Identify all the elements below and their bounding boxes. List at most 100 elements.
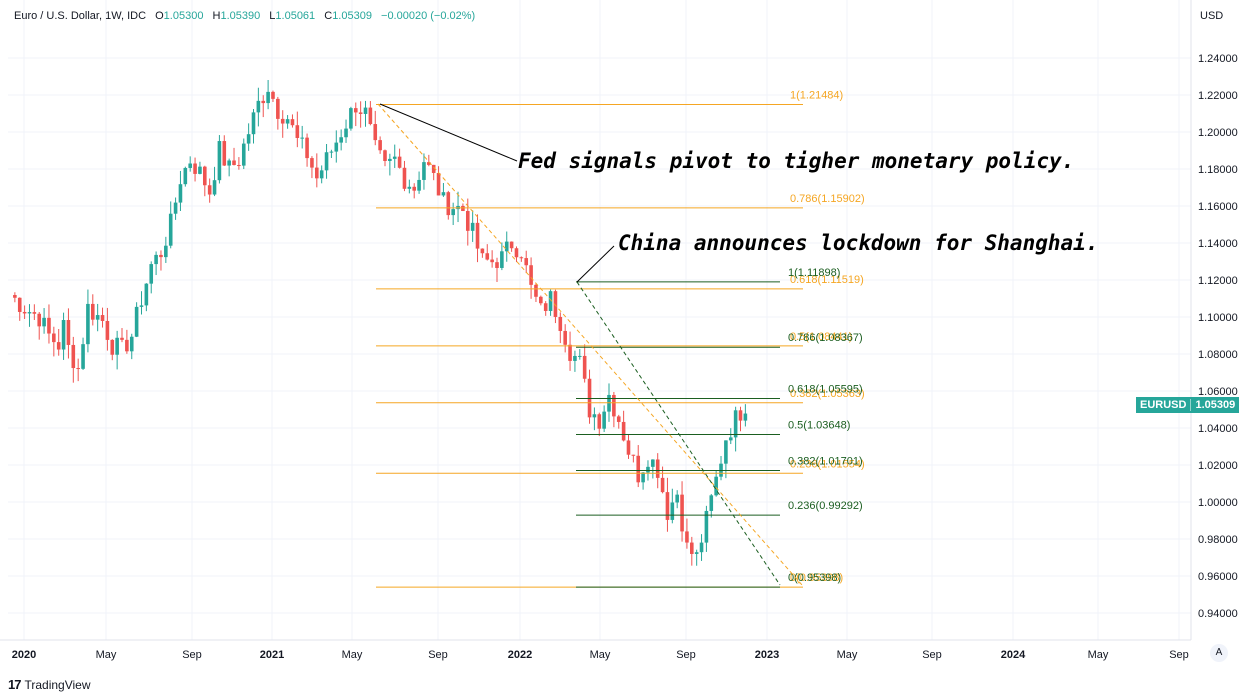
candle-body bbox=[724, 440, 728, 464]
last-price-tag: EURUSD 1.05309 bbox=[1136, 397, 1240, 413]
candle-body bbox=[451, 209, 455, 216]
candle-body bbox=[646, 466, 650, 473]
tradingview-brand[interactable]: 17 TradingView bbox=[8, 677, 91, 692]
y-tick-label: 1.02000 bbox=[1198, 460, 1238, 472]
candle-body bbox=[529, 265, 533, 285]
candle-body bbox=[358, 112, 363, 114]
candle-body bbox=[422, 162, 426, 180]
fib-green-level-label: 0.786(1.08367) bbox=[788, 332, 863, 344]
candles bbox=[13, 80, 748, 566]
annotation-china: China announces lockdown for Shanghai. bbox=[618, 231, 1098, 255]
x-tick-label: May bbox=[1088, 649, 1109, 661]
candle-body bbox=[95, 315, 100, 320]
candle-body bbox=[125, 339, 129, 352]
y-tick-label: 1.04000 bbox=[1198, 423, 1238, 435]
candle-body bbox=[222, 141, 227, 166]
candle-body bbox=[324, 152, 329, 171]
candle-body bbox=[251, 112, 256, 135]
high-label: H bbox=[212, 10, 221, 22]
open-label: O bbox=[155, 10, 164, 22]
candle-body bbox=[475, 222, 480, 249]
y-tick-label: 1.06000 bbox=[1198, 386, 1238, 398]
x-tick-label: Sep bbox=[922, 649, 942, 661]
axes bbox=[0, 0, 1192, 641]
candle-body bbox=[90, 303, 95, 320]
china-callout-line bbox=[576, 245, 615, 283]
candle-body bbox=[319, 170, 324, 179]
candle-body bbox=[582, 355, 587, 379]
y-tick-label: 0.96000 bbox=[1198, 571, 1238, 583]
candle-body bbox=[271, 91, 275, 99]
candle-body bbox=[285, 119, 290, 124]
y-tick-label: 0.98000 bbox=[1198, 534, 1238, 546]
candle-body bbox=[76, 368, 80, 370]
close-label: C bbox=[324, 10, 333, 22]
candle-body bbox=[246, 134, 251, 144]
candle-body bbox=[543, 303, 548, 311]
x-tick-label: 2023 bbox=[755, 649, 779, 661]
y-tick-label: 1.24000 bbox=[1198, 53, 1238, 65]
y-tick-label: 1.18000 bbox=[1198, 164, 1238, 176]
candle-body bbox=[37, 313, 42, 327]
time-axis-ticks: 2020 May Sep 2021 May Sep 2022 May Sep 2023 May Sep… bbox=[12, 649, 1189, 661]
x-tick-label: 2022 bbox=[508, 649, 532, 661]
candle-body bbox=[670, 502, 675, 520]
candle-body bbox=[427, 162, 431, 165]
fib-orange-level-label: 0.618(1.11519) bbox=[790, 274, 864, 286]
candle-body bbox=[305, 137, 309, 159]
candle-body bbox=[397, 156, 402, 168]
x-tick-label: Sep bbox=[182, 649, 202, 661]
candle-body bbox=[500, 251, 504, 268]
fib-orange-level-label: 1(1.21484) bbox=[790, 90, 843, 102]
x-tick-label: 2021 bbox=[260, 649, 284, 661]
y-tick-label: 1.22000 bbox=[1198, 90, 1238, 102]
candle-body bbox=[631, 454, 636, 456]
candle-body bbox=[490, 259, 494, 263]
candle-body bbox=[680, 494, 684, 532]
y-tick-label: 1.00000 bbox=[1198, 497, 1238, 509]
y-tick-label: 1.14000 bbox=[1198, 238, 1238, 250]
candle-body bbox=[300, 137, 304, 139]
candle-body bbox=[315, 167, 319, 179]
candle-body bbox=[149, 264, 154, 284]
auto-scale-button[interactable]: A bbox=[1210, 644, 1228, 662]
candle-body bbox=[129, 336, 134, 352]
x-tick-label: Sep bbox=[676, 649, 696, 661]
candle-body bbox=[616, 416, 621, 422]
candle-body bbox=[612, 394, 616, 417]
y-tick-label: 1.08000 bbox=[1198, 349, 1238, 361]
candle-body bbox=[217, 141, 222, 181]
candle-body bbox=[290, 119, 295, 126]
fib-green-level-label: 0.5(1.03648) bbox=[788, 420, 850, 432]
x-tick-label: 2024 bbox=[1001, 649, 1026, 661]
candle-body bbox=[436, 172, 441, 196]
candle-body bbox=[441, 192, 446, 196]
candle-body bbox=[733, 410, 738, 438]
candle-body bbox=[17, 297, 22, 312]
candle-body bbox=[81, 344, 85, 369]
candle-body bbox=[232, 160, 236, 166]
candle-body bbox=[665, 492, 670, 520]
y-tick-label: 0.94000 bbox=[1198, 608, 1238, 620]
candle-body bbox=[636, 455, 641, 483]
candle-body bbox=[168, 213, 173, 246]
candle-body bbox=[514, 248, 519, 258]
candle-body bbox=[154, 254, 158, 265]
candle-body bbox=[144, 283, 149, 306]
candle-body bbox=[378, 140, 382, 151]
y-tick-label: 1.16000 bbox=[1198, 201, 1238, 213]
candle-body bbox=[621, 421, 626, 441]
candle-body bbox=[188, 163, 192, 168]
candle-body bbox=[694, 552, 699, 554]
candle-body bbox=[480, 248, 485, 254]
candle-body bbox=[573, 355, 577, 361]
candle-body bbox=[256, 100, 261, 113]
candle-body bbox=[714, 476, 718, 496]
candle-body bbox=[261, 100, 266, 104]
candle-body bbox=[276, 98, 280, 119]
candle-body bbox=[134, 306, 139, 337]
fib-retracement-green: 1(1.11898)0.786(1.08367)0.618(1.05595)0.… bbox=[576, 267, 863, 588]
fed-trend-line-orange bbox=[377, 103, 803, 586]
